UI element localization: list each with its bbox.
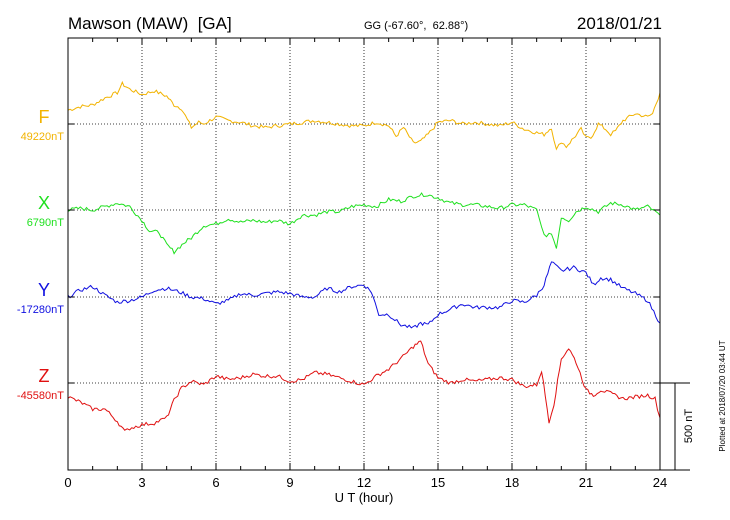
x-tick-label: 24 xyxy=(653,475,667,490)
x-tick-label: 0 xyxy=(64,475,71,490)
x-tick-label: 15 xyxy=(431,475,445,490)
series-line-f xyxy=(67,80,661,151)
series-labels: F 49220nT X 6790nT Y -17280nT Z -45580nT xyxy=(17,107,64,402)
series-traces xyxy=(67,80,661,431)
series-name-f: F xyxy=(39,107,50,127)
series-baseline-z: -45580nT xyxy=(17,390,64,402)
grid-lines xyxy=(68,38,660,470)
date-label: 2018/01/21 xyxy=(577,14,662,33)
series-name-y: Y xyxy=(38,280,50,300)
x-tick-label: 21 xyxy=(579,475,593,490)
x-axis-ticks: 0 3 6 9 12 15 18 21 24 xyxy=(64,38,667,490)
scale-bar-label: 500 nT xyxy=(683,409,695,444)
series-baseline-f: 49220nT xyxy=(21,131,65,143)
coordinates-label: GG (-67.60°, 62.88°) xyxy=(364,20,468,32)
series-name-z: Z xyxy=(39,366,50,386)
x-tick-label: 6 xyxy=(212,475,219,490)
plotted-timestamp: Plotted at 2018/07/20 03:44 UT xyxy=(718,340,727,451)
x-tick-label: 12 xyxy=(357,475,371,490)
x-tick-label: 18 xyxy=(505,475,519,490)
series-baseline-y: -17280nT xyxy=(17,304,64,316)
series-line-y xyxy=(67,261,661,329)
x-tick-label: 3 xyxy=(138,475,145,490)
station-title: Mawson (MAW) [GA] xyxy=(68,14,232,33)
series-baseline-x: 6790nT xyxy=(27,217,65,229)
x-tick-label: 9 xyxy=(286,475,293,490)
series-line-z xyxy=(67,340,661,431)
series-line-x xyxy=(67,192,661,255)
series-name-x: X xyxy=(38,193,50,213)
scale-bar: 500 nT xyxy=(660,382,695,471)
x-axis-label: U T (hour) xyxy=(335,490,394,505)
